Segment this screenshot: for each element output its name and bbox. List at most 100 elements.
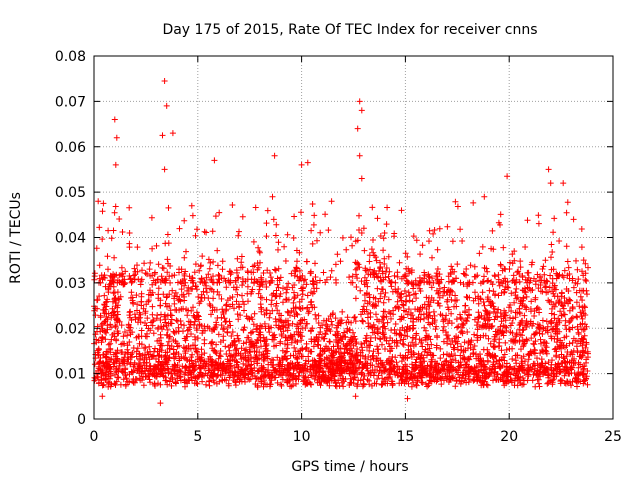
data-point xyxy=(113,337,120,344)
data-point xyxy=(224,324,231,330)
data-point xyxy=(527,366,533,373)
data-point xyxy=(288,383,295,390)
data-point xyxy=(556,297,563,304)
data-point xyxy=(517,321,524,328)
data-point xyxy=(549,357,555,364)
data-point xyxy=(218,295,225,302)
data-point xyxy=(307,348,314,355)
data-point xyxy=(189,212,196,219)
data-point xyxy=(446,317,453,324)
data-point xyxy=(165,204,172,211)
data-point xyxy=(232,382,239,389)
peak-point xyxy=(304,159,311,166)
data-point xyxy=(481,363,488,370)
data-point xyxy=(344,328,351,335)
data-point xyxy=(515,268,522,275)
data-point xyxy=(129,369,136,376)
data-point xyxy=(218,322,225,329)
data-point xyxy=(281,243,288,250)
data-point xyxy=(256,349,263,356)
data-point xyxy=(253,339,260,346)
data-point xyxy=(201,228,208,235)
data-point xyxy=(102,306,109,313)
data-point xyxy=(393,343,400,350)
data-point xyxy=(231,372,238,379)
data-point xyxy=(171,300,178,307)
data-point xyxy=(519,287,526,294)
data-point xyxy=(354,356,361,363)
data-point xyxy=(429,352,436,359)
data-point xyxy=(260,351,267,358)
data-point xyxy=(356,212,362,219)
data-point xyxy=(403,370,410,377)
data-point xyxy=(273,368,280,375)
data-point xyxy=(382,289,389,296)
data-point xyxy=(166,335,173,341)
data-point xyxy=(544,380,551,387)
data-point xyxy=(480,299,487,305)
data-point xyxy=(97,314,104,321)
data-point xyxy=(579,297,586,304)
data-point xyxy=(283,289,290,296)
data-point xyxy=(275,284,282,291)
data-point xyxy=(284,231,291,238)
data-point xyxy=(244,365,251,372)
data-point xyxy=(503,324,510,331)
data-point xyxy=(415,350,422,357)
data-point xyxy=(111,308,118,315)
data-point xyxy=(203,289,210,296)
data-point xyxy=(492,313,499,320)
data-point xyxy=(463,361,470,368)
data-point xyxy=(117,381,124,388)
data-point xyxy=(249,286,256,293)
data-point xyxy=(377,290,384,297)
data-point xyxy=(367,356,374,363)
data-point xyxy=(211,326,218,333)
data-point xyxy=(213,319,220,326)
data-point xyxy=(283,284,290,291)
data-point xyxy=(328,198,335,205)
data-point xyxy=(448,296,455,303)
data-point xyxy=(471,316,478,323)
data-point xyxy=(280,299,286,306)
data-point xyxy=(433,270,440,277)
data-point xyxy=(561,267,568,274)
data-point xyxy=(396,380,403,387)
data-point xyxy=(314,237,320,244)
data-point xyxy=(298,209,304,216)
data-point xyxy=(222,343,229,350)
data-point xyxy=(291,344,298,351)
data-point xyxy=(282,334,289,341)
data-point xyxy=(249,367,256,374)
data-point xyxy=(304,320,311,327)
data-point xyxy=(523,293,530,300)
data-point xyxy=(174,375,181,382)
data-point xyxy=(253,326,260,333)
data-point xyxy=(440,316,447,323)
data-point xyxy=(493,376,499,383)
data-point xyxy=(382,346,388,352)
data-point xyxy=(151,271,158,277)
data-point xyxy=(317,329,324,335)
data-point xyxy=(516,322,523,329)
data-point xyxy=(426,227,433,234)
data-point xyxy=(373,355,380,361)
data-point xyxy=(396,259,403,266)
data-point xyxy=(571,355,577,362)
peak-point xyxy=(161,78,168,84)
data-point xyxy=(509,330,516,336)
data-point xyxy=(203,361,210,368)
data-point xyxy=(476,377,483,384)
data-point xyxy=(325,374,332,381)
data-point xyxy=(565,300,572,307)
data-point xyxy=(461,271,468,278)
data-point xyxy=(98,369,105,376)
data-point xyxy=(344,314,351,321)
data-point xyxy=(241,354,248,361)
data-point xyxy=(213,306,220,313)
data-point xyxy=(430,308,437,315)
data-point xyxy=(521,312,528,319)
data-point xyxy=(130,363,137,370)
data-point xyxy=(465,338,472,345)
data-point xyxy=(416,308,423,315)
